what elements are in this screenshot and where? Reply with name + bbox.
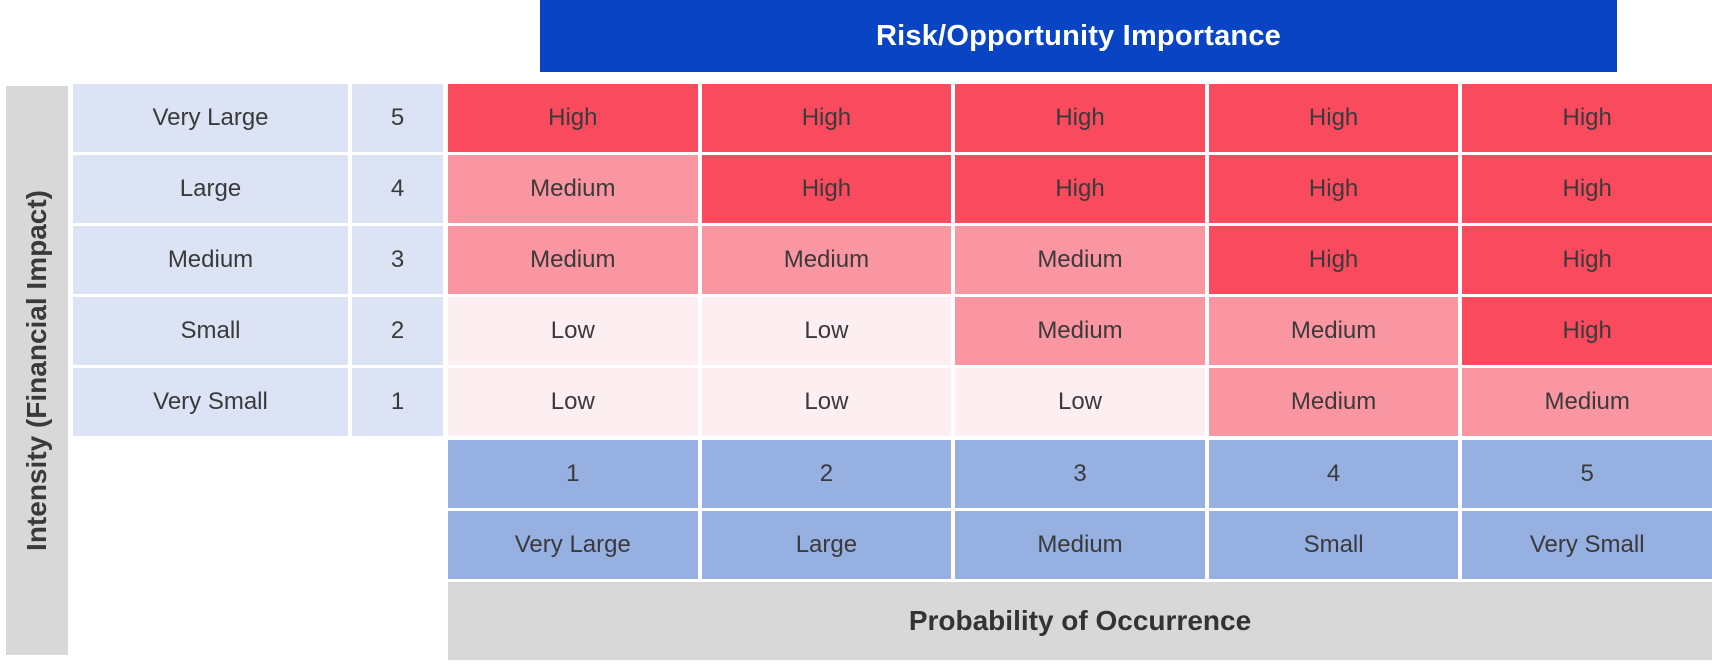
probability-value-5: 5 (1462, 440, 1712, 508)
matrix-cell-i3-p4: High (1208, 226, 1459, 294)
probability-label-medium: Medium (955, 511, 1205, 579)
intensity-value-2: 2 (352, 297, 443, 365)
y-axis-label: Intensity (Financial Impact) (21, 190, 52, 551)
x-axis-bar: Probability of Occurrence (448, 582, 1712, 660)
matrix-cell-i2-p1: Low (448, 297, 698, 365)
intensity-label-very-small: Very Small (73, 368, 348, 436)
matrix-cell-i2-p2: Low (701, 297, 952, 365)
matrix-cell-i5-p2: High (701, 84, 952, 152)
intensity-label-large: Large (73, 155, 348, 223)
intensity-value-5: 5 (352, 84, 443, 152)
matrix-cell-i5-p4: High (1208, 84, 1459, 152)
matrix-cell-i5-p5: High (1462, 84, 1712, 152)
intensity-label-medium: Medium (73, 226, 348, 294)
probability-label-small: Small (1208, 511, 1459, 579)
probability-label-very-large: Very Large (448, 511, 698, 579)
x-axis-label: Probability of Occurrence (908, 605, 1252, 636)
matrix-cell-i1-p3: Low (955, 368, 1205, 436)
probability-value-3: 3 (955, 440, 1205, 508)
probability-label-row: Very Large Large Medium Small Very Small (448, 511, 1712, 579)
y-axis-bar: Intensity (Financial Impact) (6, 86, 68, 655)
matrix-cell-i4-p5: High (1462, 155, 1712, 223)
matrix-cell-i4-p1: Medium (448, 155, 698, 223)
matrix-cell-i4-p3: High (955, 155, 1205, 223)
matrix-cell-i3-p5: High (1462, 226, 1712, 294)
intensity-scale: Very Large 5 Large 4 Medium 3 Small 2 Very Small… (73, 84, 443, 436)
intensity-label-very-large: Very Large (73, 84, 348, 152)
matrix-cell-i1-p2: Low (701, 368, 952, 436)
probability-label-very-small: Very Small (1462, 511, 1712, 579)
matrix-cell-i5-p3: High (955, 84, 1205, 152)
intensity-value-4: 4 (352, 155, 443, 223)
matrix-cell-i1-p4: Medium (1208, 368, 1459, 436)
matrix-cell-i2-p4: Medium (1208, 297, 1459, 365)
matrix-cell-i3-p3: Medium (955, 226, 1205, 294)
matrix-cell-i5-p1: High (448, 84, 698, 152)
intensity-value-1: 1 (352, 368, 443, 436)
probability-value-1: 1 (448, 440, 698, 508)
probability-value-4: 4 (1208, 440, 1459, 508)
probability-label-large: Large (701, 511, 952, 579)
chart-title: Risk/Opportunity Importance (876, 19, 1281, 52)
matrix-cell-i2-p5: High (1462, 297, 1712, 365)
matrix-cell-i1-p5: Medium (1462, 368, 1712, 436)
risk-matrix-grid: High High High High High Medium High High High Hi… (448, 84, 1712, 436)
probability-value-2: 2 (701, 440, 952, 508)
matrix-cell-i3-p2: Medium (701, 226, 952, 294)
intensity-label-small: Small (73, 297, 348, 365)
matrix-cell-i2-p3: Medium (955, 297, 1205, 365)
matrix-cell-i4-p4: High (1208, 155, 1459, 223)
title-bar: Risk/Opportunity Importance (540, 0, 1617, 72)
matrix-cell-i3-p1: Medium (448, 226, 698, 294)
intensity-value-3: 3 (352, 226, 443, 294)
matrix-cell-i1-p1: Low (448, 368, 698, 436)
matrix-cell-i4-p2: High (701, 155, 952, 223)
